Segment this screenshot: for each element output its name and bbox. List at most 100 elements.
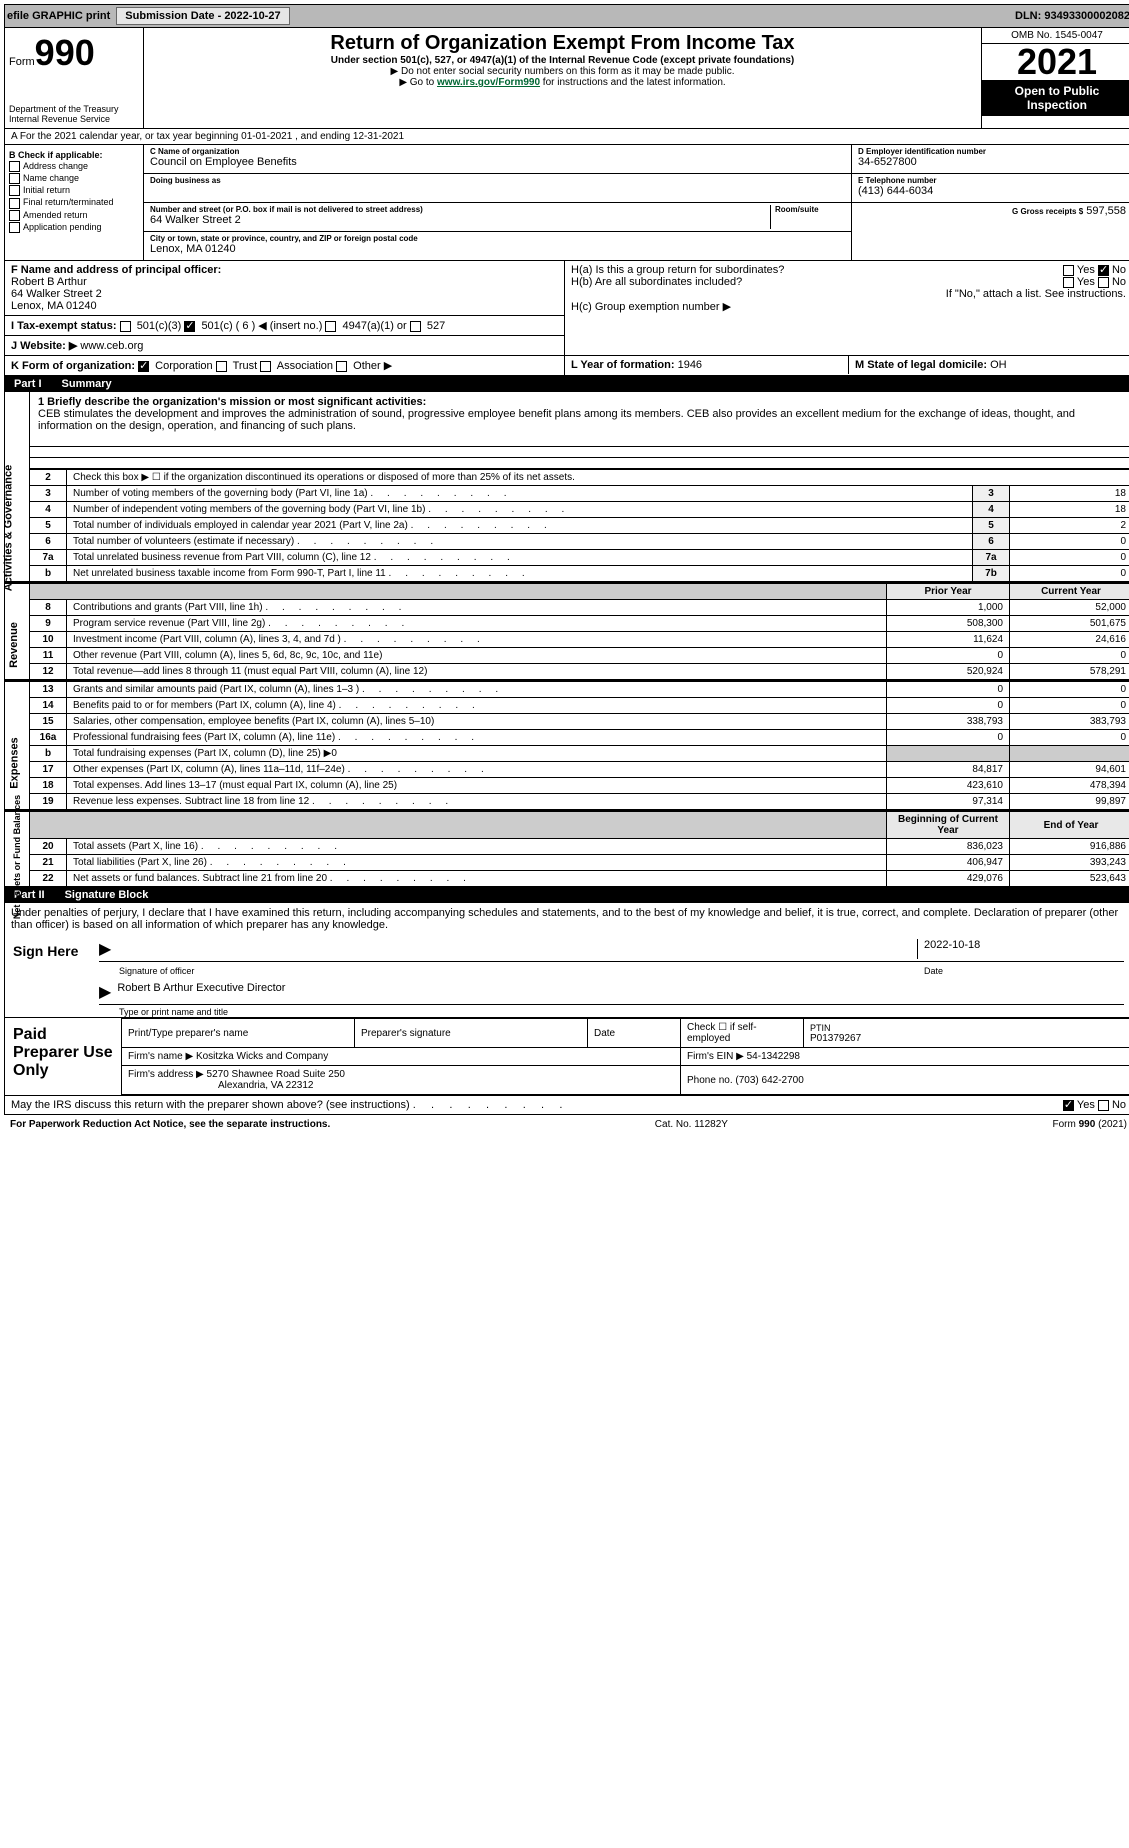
chk-discuss-no[interactable] [1098, 1100, 1109, 1111]
line-21: Total liabilities (Part X, line 26) [67, 855, 887, 871]
col-b-checkboxes: B Check if applicable: Address change Na… [5, 145, 144, 260]
chk-address-change[interactable] [9, 161, 20, 172]
mission-text: CEB stimulates the development and impro… [38, 408, 1124, 432]
col-fijk: F Name and address of principal officer:… [5, 261, 565, 375]
penalty-text: Under penalties of perjury, I declare th… [4, 903, 1129, 935]
netassets-section: Net Assets or Fund Balances Beginning of… [4, 810, 1129, 887]
line-11: Other revenue (Part VIII, column (A), li… [67, 648, 887, 664]
val-4: 18 [1010, 502, 1129, 518]
line-12: Total revenue—add lines 8 through 11 (mu… [67, 664, 887, 680]
firm-name-label: Firm's name ▶ [128, 1051, 193, 1062]
vtab-netassets: Net Assets or Fund Balances [5, 812, 30, 886]
chk-initial-return[interactable] [9, 185, 20, 196]
chk-name-change[interactable] [9, 173, 20, 184]
form-title: Return of Organization Exempt From Incom… [150, 32, 975, 55]
col-de: D Employer identification number 34-6527… [852, 145, 1129, 260]
officer-name: Robert B Arthur [11, 276, 87, 288]
chk-trust[interactable] [216, 361, 227, 372]
addr-label: Number and street (or P.O. box if mail i… [150, 205, 766, 214]
chk-527[interactable] [410, 321, 421, 332]
prep-name-label: Print/Type preparer's name [122, 1019, 355, 1048]
form-word: Form [9, 56, 35, 68]
footer-left: For Paperwork Reduction Act Notice, see … [10, 1119, 330, 1130]
prep-selfemp-label: Check ☐ if self-employed [681, 1019, 804, 1048]
submission-date-button[interactable]: Submission Date - 2022-10-27 [116, 7, 289, 25]
chk-ha-no[interactable] [1098, 265, 1109, 276]
val-7a: 0 [1010, 550, 1129, 566]
chk-assoc[interactable] [260, 361, 271, 372]
line-7b: Net unrelated business taxable income fr… [67, 566, 973, 582]
street-address: 64 Walker Street 2 [150, 214, 766, 226]
chk-pending[interactable] [9, 222, 20, 233]
h-group: H(a) Is this a group return for subordin… [565, 261, 1129, 356]
phone-value: (413) 644-6034 [858, 185, 1126, 197]
line-8: Contributions and grants (Part VIII, lin… [67, 600, 887, 616]
line-16b: Total fundraising expenses (Part IX, col… [67, 746, 887, 762]
chk-4947[interactable] [325, 321, 336, 332]
col-end: End of Year [1010, 812, 1129, 839]
chk-discuss-yes[interactable] [1063, 1100, 1074, 1111]
col-prior: Prior Year [887, 584, 1010, 600]
line-14: Benefits paid to or for members (Part IX… [67, 698, 887, 714]
firm-ein-label: Firm's EIN ▶ [687, 1051, 744, 1062]
city-label: City or town, state or province, country… [150, 234, 845, 243]
line-3: Number of voting members of the governin… [67, 486, 973, 502]
vtab-expenses: Expenses [5, 682, 30, 809]
note-link: ▶ Go to www.irs.gov/Form990 for instruct… [150, 77, 975, 88]
arrow-icon: ▶ [99, 939, 111, 959]
chk-501c3[interactable] [120, 321, 131, 332]
section-bcde: B Check if applicable: Address change Na… [4, 145, 1129, 261]
chk-hb-no[interactable] [1098, 277, 1109, 288]
firm-addr2: Alexandria, VA 22312 [218, 1080, 313, 1091]
line-15: Salaries, other compensation, employee b… [67, 714, 887, 730]
gross-label: G Gross receipts $ [1012, 207, 1083, 216]
blank-line [30, 436, 1129, 447]
blank-line [30, 447, 1129, 458]
firm-addr1: 5270 Shawnee Road Suite 250 [207, 1069, 345, 1080]
firm-ein: 54-1342298 [747, 1051, 800, 1062]
val-5: 2 [1010, 518, 1129, 534]
chk-amended[interactable] [9, 210, 20, 221]
mission-label: 1 Briefly describe the organization's mi… [38, 396, 1124, 408]
prep-date-label: Date [588, 1019, 681, 1048]
k-form-org: K Form of organization: Corporation Trus… [5, 356, 565, 375]
firm-addr-label: Firm's address ▶ [128, 1069, 204, 1080]
col-c: C Name of organization Council on Employ… [144, 145, 852, 260]
ptin-value: P01379267 [810, 1033, 1125, 1044]
irs-link[interactable]: www.irs.gov/Form990 [437, 77, 540, 88]
line-13: Grants and similar amounts paid (Part IX… [67, 682, 887, 698]
prep-sig-label: Preparer's signature [355, 1019, 588, 1048]
governance-table: 2 Check this box ▶ ☐ if the organization … [30, 469, 1129, 581]
footer-right: Form 990 (2021) [1053, 1119, 1127, 1130]
line-18: Total expenses. Add lines 13–17 (must eq… [67, 778, 887, 794]
open-public-badge: Open to Public Inspection [982, 80, 1129, 116]
firm-name: Kositzka Wicks and Company [196, 1051, 328, 1062]
line-10: Investment income (Part VIII, column (A)… [67, 632, 887, 648]
note-ssn: ▶ Do not enter social security numbers o… [150, 66, 975, 77]
col-begin: Beginning of Current Year [887, 812, 1010, 839]
col-h-lm: H(a) Is this a group return for subordin… [565, 261, 1129, 375]
city-state-zip: Lenox, MA 01240 [150, 243, 845, 255]
phone-label: E Telephone number [858, 176, 1126, 185]
col-current: Current Year [1010, 584, 1129, 600]
hc-label: H(c) Group exemption number ▶ [571, 300, 1126, 313]
chk-other[interactable] [336, 361, 347, 372]
expenses-section: Expenses 13Grants and similar amounts pa… [4, 680, 1129, 810]
ein-value: 34-6527800 [858, 156, 1126, 168]
line-19: Revenue less expenses. Subtract line 18 … [67, 794, 887, 810]
chk-corp[interactable] [138, 361, 149, 372]
paid-preparer-section: Paid Preparer Use Only Print/Type prepar… [4, 1018, 1129, 1096]
efile-label: efile GRAPHIC print [7, 10, 110, 22]
section-fhijklm: F Name and address of principal officer:… [4, 261, 1129, 376]
line-2: Check this box ▶ ☐ if the organization d… [67, 470, 1129, 486]
vtab-activities: Activities & Governance [5, 392, 30, 581]
chk-501c[interactable] [184, 321, 195, 332]
chk-final-return[interactable] [9, 198, 20, 209]
form-number: 990 [35, 32, 95, 73]
dept-label: Department of the Treasury [9, 104, 139, 114]
chk-hb-yes[interactable] [1063, 277, 1074, 288]
website-value: www.ceb.org [80, 340, 143, 352]
mission-block: 1 Briefly describe the organization's mi… [30, 392, 1129, 436]
chk-ha-yes[interactable] [1063, 265, 1074, 276]
line-22: Net assets or fund balances. Subtract li… [67, 871, 887, 887]
